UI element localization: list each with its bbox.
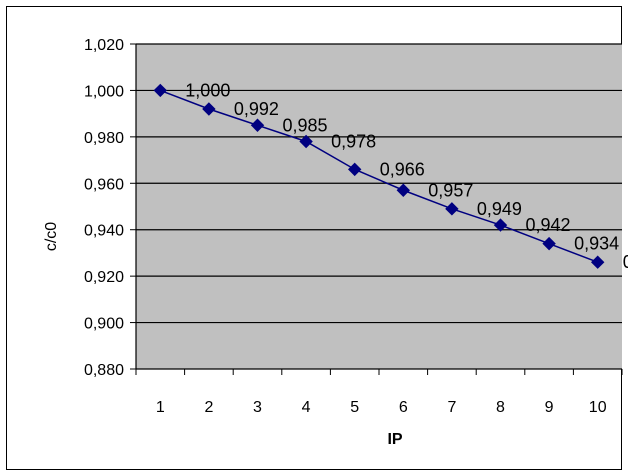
data-label: 0,942 — [526, 215, 571, 235]
data-label: 0,934 — [574, 234, 619, 254]
y-tick-label: 0,880 — [84, 362, 124, 379]
data-point — [396, 183, 411, 197]
data-label: 0,926 — [623, 252, 628, 272]
axes-group: 0,880 0,900 0,920 0,940 0,960 0,980 1,000 1,020… — [84, 37, 623, 416]
x-tick-label: 5 — [350, 399, 359, 416]
x-tick-label: 7 — [447, 399, 456, 416]
x-tick-label: 1 — [156, 399, 165, 416]
data-label: 0,992 — [234, 99, 279, 119]
y-tick-label: 0,920 — [84, 269, 124, 286]
x-tick-label: 4 — [302, 399, 311, 416]
data-point — [493, 218, 508, 232]
data-label: 1,000 — [185, 80, 230, 100]
data-point — [153, 83, 168, 98]
plot-area-group — [136, 44, 622, 369]
data-labels-group: 1,0000,9920,9850,9780,9660,9570,9490,942… — [185, 80, 628, 272]
x-axis-title: IP — [387, 431, 402, 448]
y-tick-label: 0,900 — [84, 316, 124, 333]
x-tick-label: 2 — [204, 399, 213, 416]
plot-background — [136, 44, 622, 369]
data-label: 0,985 — [283, 115, 328, 135]
data-label: 0,949 — [477, 199, 522, 219]
data-point — [542, 236, 556, 251]
x-tick-label: 9 — [545, 399, 554, 416]
data-label: 0,966 — [380, 159, 425, 179]
y-tick-label: 0,940 — [84, 223, 124, 240]
data-point — [202, 102, 216, 116]
y-tick-label: 0,960 — [84, 176, 124, 193]
y-tick-label: 1,000 — [84, 83, 124, 100]
data-point — [590, 255, 605, 269]
gridlines-group — [136, 43, 622, 324]
series-line — [160, 89, 598, 263]
data-point — [250, 118, 265, 132]
data-point — [445, 202, 459, 216]
y-axis-title: c/c0 — [43, 222, 60, 251]
y-tick-label: 0,980 — [84, 130, 124, 147]
x-tick-label: 3 — [253, 399, 262, 416]
x-tick-label: 8 — [496, 399, 505, 416]
x-tick-label: 10 — [589, 399, 607, 416]
data-point — [347, 162, 362, 177]
y-tick-label: 1,020 — [84, 37, 124, 54]
x-tick-label: 6 — [399, 399, 408, 416]
data-point — [299, 134, 313, 149]
series-group — [153, 83, 605, 269]
data-label: 0,978 — [331, 132, 376, 152]
data-label: 0,957 — [428, 180, 473, 200]
